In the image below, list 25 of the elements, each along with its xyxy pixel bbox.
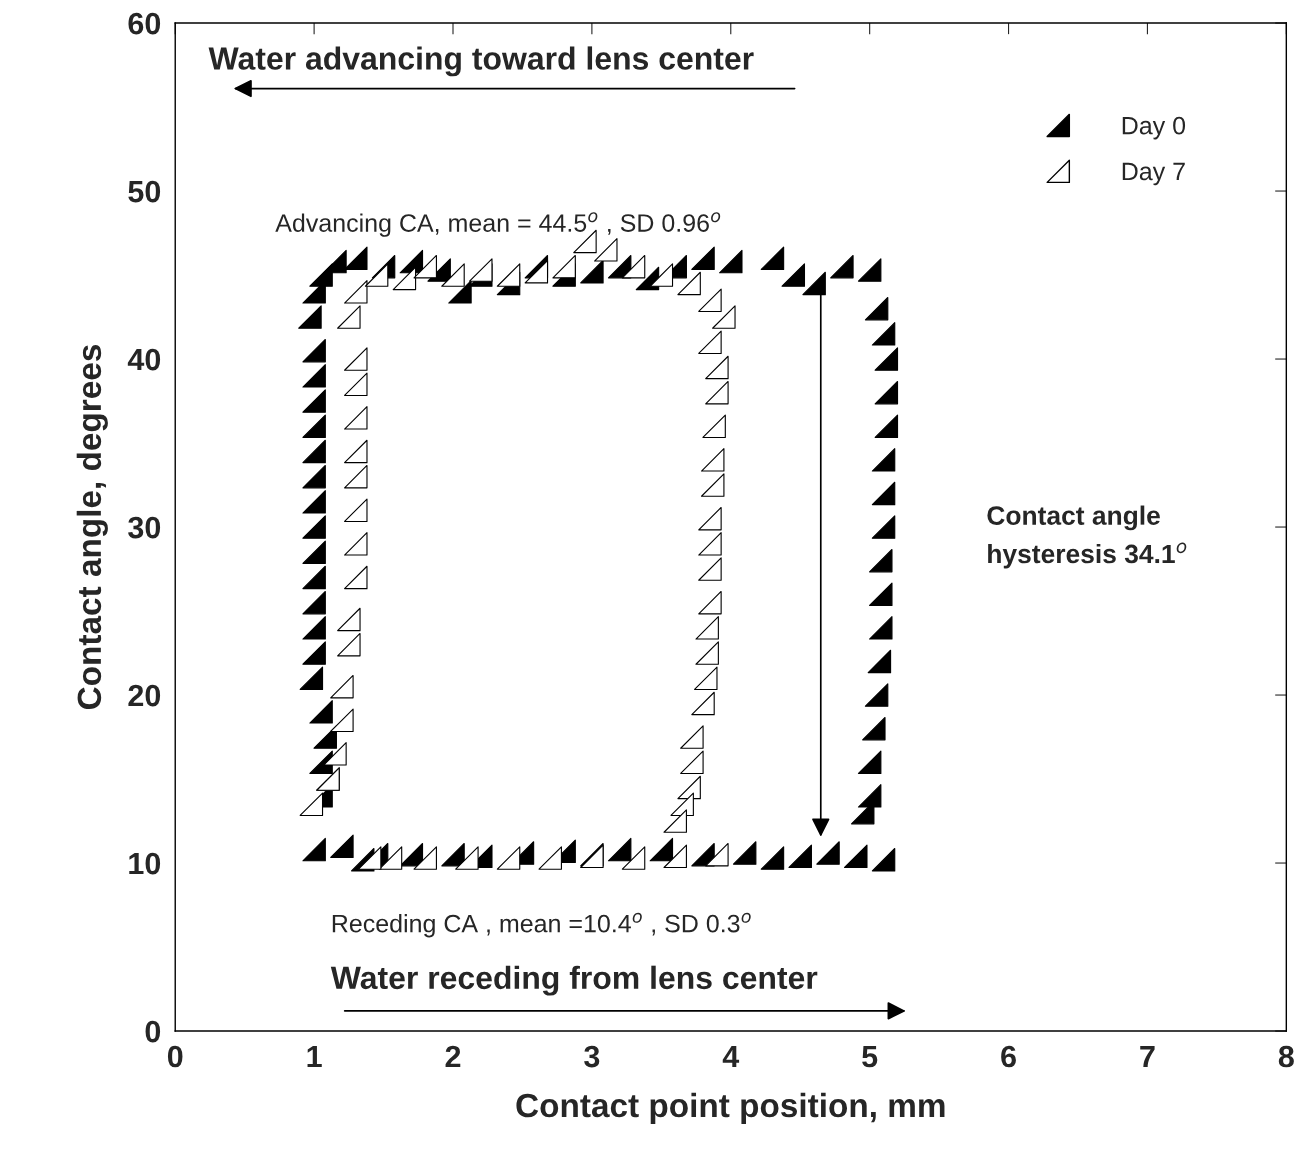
annotation: Water advancing toward lens center xyxy=(208,46,754,77)
y-tick-label: 20 xyxy=(128,684,161,707)
legend-label: Day 0 xyxy=(1122,116,1186,140)
y-tick-label: 0 xyxy=(145,1020,161,1043)
x-axis-title: Contact point position, mm xyxy=(516,1092,945,1124)
y-tick-label: 30 xyxy=(128,516,161,539)
x-tick-label: 7 xyxy=(1140,1046,1155,1068)
x-tick-label: 3 xyxy=(584,1045,600,1068)
x-tick-label: 8 xyxy=(1278,1045,1294,1068)
annotation: Receding CA , mean =10.4$^{o}$ , SD 0.3$^{o}$ xyxy=(332,912,751,938)
annotation: Advancing CA, mean = 44.5$^{o}$ , SD 0.96$^{o}$ xyxy=(275,212,721,237)
x-tick-label: 6 xyxy=(1001,1045,1016,1068)
x-tick-label: 0 xyxy=(167,1045,183,1068)
legend-label: Day 7 xyxy=(1122,162,1185,186)
annotation: Water receding from lens center xyxy=(330,965,818,996)
y-tick-label: 40 xyxy=(127,348,161,371)
y-axis-title: Contact angle, degrees xyxy=(76,345,108,710)
annotation: Contact angle hysteresis 34.1$^{o}$ xyxy=(987,505,1187,569)
x-tick-label: 5 xyxy=(862,1046,878,1068)
y-tick-label: 60 xyxy=(128,12,161,35)
x-tick-label: 2 xyxy=(445,1045,461,1068)
y-tick-label: 10 xyxy=(129,852,161,875)
x-tick-label: 4 xyxy=(722,1046,740,1068)
y-tick-label: 50 xyxy=(128,180,161,203)
x-tick-label: 1 xyxy=(307,1046,322,1068)
